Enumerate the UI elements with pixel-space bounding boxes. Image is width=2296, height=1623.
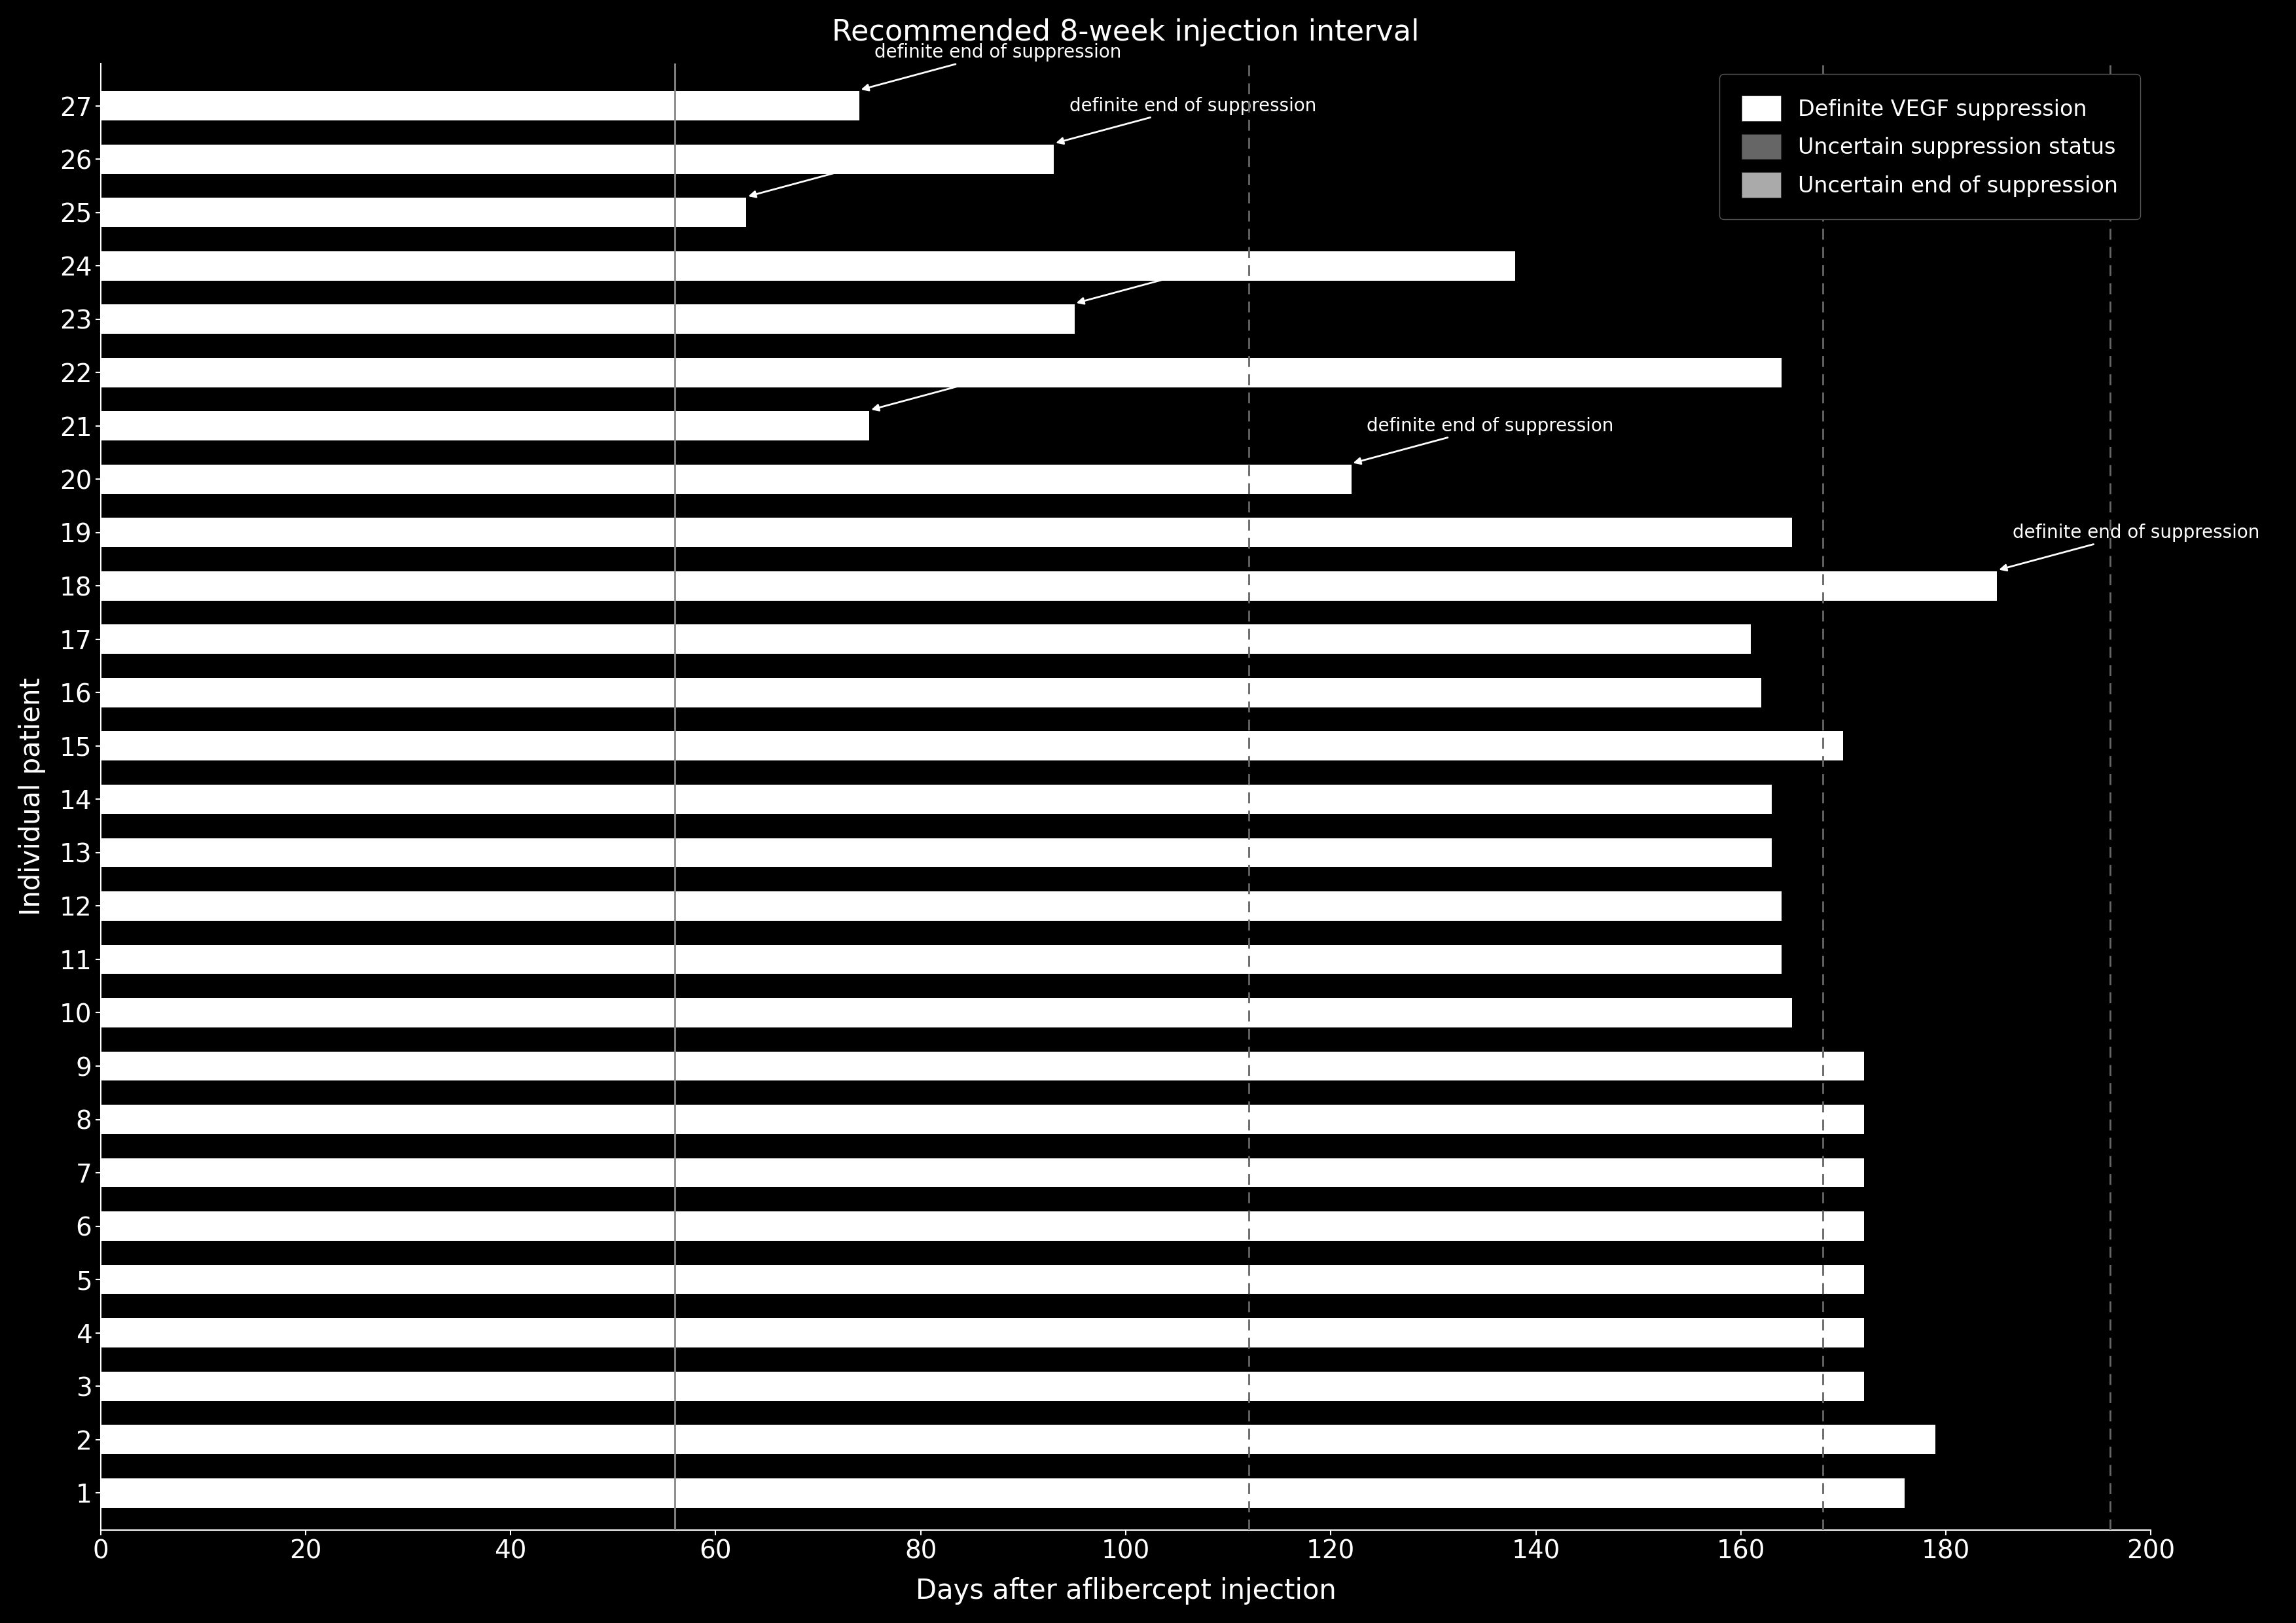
Bar [101, 571, 1998, 601]
Bar [101, 1211, 1864, 1242]
Bar [101, 732, 1844, 761]
Legend: Definite VEGF suppression, Uncertain suppression status, Uncertain end of suppre: Definite VEGF suppression, Uncertain sup… [1720, 75, 2140, 219]
Bar [101, 1371, 1864, 1401]
Bar [101, 784, 1773, 815]
Bar [101, 198, 746, 227]
Bar [101, 359, 1782, 388]
Bar [101, 518, 1793, 547]
Bar [101, 1425, 1936, 1454]
Bar [101, 1479, 1906, 1508]
Y-axis label: Individual patient: Individual patient [18, 678, 46, 915]
Bar [101, 1318, 1864, 1347]
Bar [101, 625, 1752, 654]
Text: definite end of suppression: definite end of suppression [863, 44, 1120, 91]
Bar [101, 91, 859, 120]
Bar [101, 411, 870, 440]
Bar [101, 144, 1054, 174]
Text: definite end of suppression: definite end of suppression [872, 364, 1132, 411]
Bar [101, 678, 1761, 708]
Bar [101, 1264, 1864, 1294]
Bar [101, 1052, 1864, 1081]
Bar [101, 837, 1773, 867]
X-axis label: Days after aflibercept injection: Days after aflibercept injection [916, 1578, 1336, 1605]
Bar [101, 305, 1075, 334]
Text: definite end of suppression: definite end of suppression [1079, 256, 1336, 304]
Text: definite end of suppression: definite end of suppression [2000, 524, 2259, 571]
Title: Recommended 8-week injection interval: Recommended 8-week injection interval [831, 18, 1419, 47]
Bar [101, 1105, 1864, 1134]
Bar [101, 464, 1352, 493]
Text: definite end of suppression: definite end of suppression [1058, 97, 1316, 144]
Text: definite end of suppression: definite end of suppression [751, 151, 1008, 196]
Bar [101, 252, 1515, 281]
Bar [101, 945, 1782, 974]
Bar [101, 1159, 1864, 1188]
Bar [101, 998, 1793, 1027]
Text: definite end of suppression: definite end of suppression [1355, 417, 1614, 464]
Bar [101, 891, 1782, 920]
